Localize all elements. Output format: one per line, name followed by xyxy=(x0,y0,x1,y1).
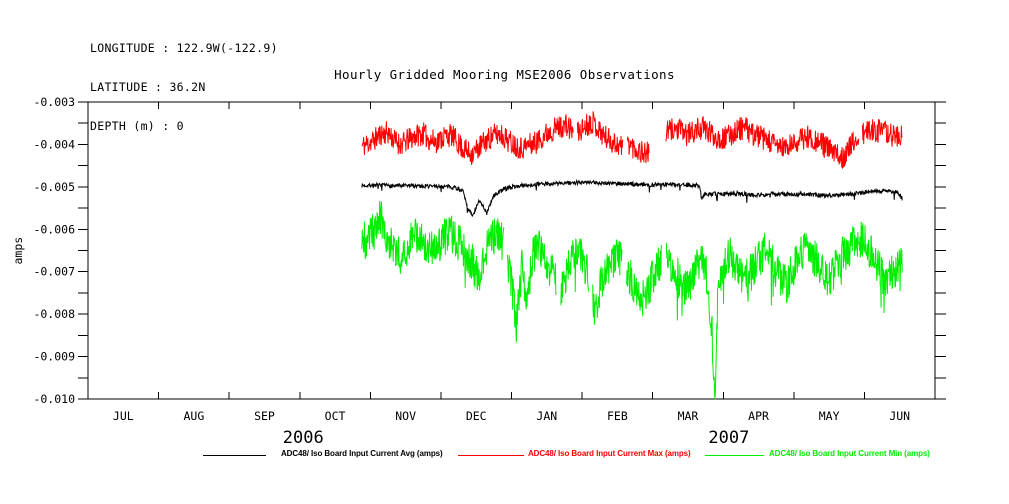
y-tick-label: -0.004 xyxy=(33,137,75,151)
legend-line-avg xyxy=(203,455,266,456)
station-info-block: LONGITUDE : 122.9W(-122.9) LATITUDE : 36… xyxy=(90,16,278,159)
year-label: 2006 xyxy=(283,428,324,448)
y-axis: -0.003 -0.004 -0.005 -0.006 -0.007 -0.008 -0.0… xyxy=(33,95,946,406)
month-label: OCT xyxy=(325,409,346,423)
month-label: JAN xyxy=(536,409,557,423)
legend-label-min: ADC48/ Iso Board Input Current Min (amps… xyxy=(769,449,930,458)
month-label: JUN xyxy=(889,409,910,423)
depth-text: DEPTH (m) : 0 xyxy=(90,119,184,133)
chart-legend: ADC48/ Iso Board Input Current Avg (amps… xyxy=(0,448,1009,464)
series-min-trace xyxy=(361,200,903,400)
month-label: NOV xyxy=(395,409,416,423)
legend-line-min xyxy=(705,455,764,456)
legend-line-max xyxy=(458,455,524,456)
month-label: SEP xyxy=(254,409,275,423)
y-tick-label: -0.006 xyxy=(33,222,75,236)
y-tick-label: -0.008 xyxy=(33,307,75,321)
y-tick-label: -0.010 xyxy=(33,392,75,406)
series-max-trace xyxy=(361,111,903,170)
series-avg-trace xyxy=(361,178,903,217)
month-label: APR xyxy=(748,409,769,423)
month-label: MAR xyxy=(678,409,699,423)
y-tick-label: -0.005 xyxy=(33,180,75,194)
month-label: DEC xyxy=(466,409,487,423)
month-label: MAY xyxy=(819,409,840,423)
y-tick-label: -0.003 xyxy=(33,95,75,109)
latitude-text: LATITUDE : 36.2N xyxy=(90,80,206,94)
chart-title: Hourly Gridded Mooring MSE2006 Observati… xyxy=(334,67,675,82)
longitude-text: LONGITUDE : 122.9W(-122.9) xyxy=(90,41,278,55)
x-axis: JUL AUG SEP OCT NOV DEC JAN FEB MAR APR MAY JUN 2006… xyxy=(87,102,936,448)
y-axis-title: amps xyxy=(11,237,25,265)
year-label: 2007 xyxy=(708,428,749,448)
month-label: FEB xyxy=(607,409,628,423)
month-label: JUL xyxy=(113,409,134,423)
y-tick-label: -0.009 xyxy=(33,350,75,364)
month-label: AUG xyxy=(183,409,204,423)
legend-label-avg: ADC48/ Iso Board Input Current Avg (amps… xyxy=(281,449,443,458)
legend-label-max: ADC48/ Iso Board Input Current Max (amps… xyxy=(528,449,691,458)
y-tick-label: -0.007 xyxy=(33,265,75,279)
